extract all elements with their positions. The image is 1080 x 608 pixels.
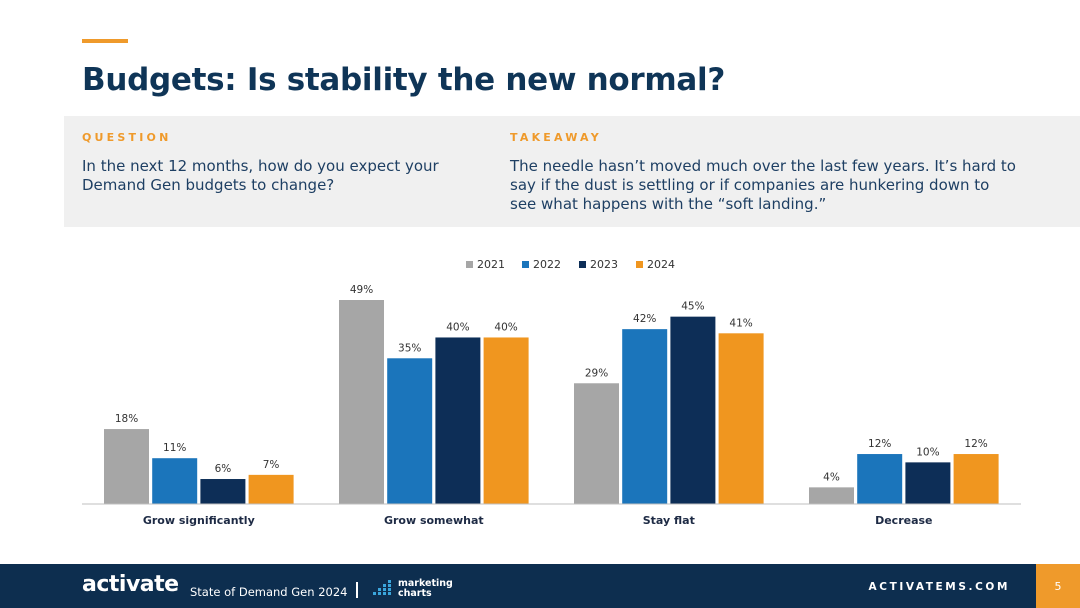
data-label-2023-0: 6% [215,463,232,475]
category-label-2: Stay flat [643,514,695,527]
data-label-2024-3: 12% [964,438,987,450]
legend-label-2023: 2023 [590,258,618,271]
footer-divider [356,582,358,598]
data-label-2023-1: 40% [446,321,469,333]
data-label-2023-3: 10% [916,446,939,458]
takeaway-text: The needle hasn’t moved much over the la… [510,157,1016,213]
page-number: 5 [1054,580,1062,593]
data-label-2024-0: 7% [263,459,280,471]
legend-swatch-2023 [579,261,586,268]
legend-item-2021: 2021 [466,258,505,271]
footer-bar: activate State of Demand Gen 2024 market… [0,564,1080,608]
takeaway-label: TAKEAWAY [510,131,602,144]
info-panel: QUESTION In the next 12 months, how do y… [64,116,1080,227]
bar-chart: 18% 11% 6% 7% Grow significantly 49% 35% 40% 40%… [82,284,1021,527]
bar-2022-2 [622,329,668,504]
category-label-0: Grow significantly [143,514,255,527]
bar-2021-3 [809,487,854,504]
bar-2022-3 [857,454,903,504]
marketing-charts-icon [373,580,391,595]
data-label-2022-0: 11% [163,442,186,454]
data-label-2021-3: 4% [823,471,840,483]
website-url: ACTIVATEMS.COM [868,581,1010,593]
bar-2021-1 [339,300,384,504]
bar-2024-1 [483,337,529,504]
data-label-2022-2: 42% [633,313,656,325]
legend-swatch-2022 [522,261,529,268]
legend-item-2023: 2023 [579,258,618,271]
legend-item-2022: 2022 [522,258,561,271]
bar-2024-2 [718,333,764,504]
question-text: In the next 12 months, how do you expect… [82,157,439,194]
slide-title: Budgets: Is stability the new normal? [82,62,726,98]
bar-2023-3 [905,462,951,504]
category-label-1: Grow somewhat [384,514,484,527]
data-label-2023-2: 45% [681,301,704,313]
legend-swatch-2024 [636,261,643,268]
bar-2021-2 [574,383,619,504]
marketing-charts-logo: marketing charts [398,579,453,599]
data-label-2021-0: 18% [115,413,138,425]
data-label-2021-1: 49% [350,284,373,296]
bar-2022-0 [152,458,198,504]
bar-2023-2 [670,316,716,504]
legend-item-2024: 2024 [636,258,675,271]
bar-2021-0 [104,429,149,504]
data-label-2022-3: 12% [868,438,891,450]
bar-2022-1 [387,358,433,504]
bar-2023-1 [435,337,481,504]
category-label-3: Decrease [875,514,932,527]
report-name: State of Demand Gen 2024 [190,585,348,599]
title-accent-bar [82,39,128,43]
page-number-box: 5 [1036,564,1080,608]
legend-label-2024: 2024 [647,258,675,271]
marketing-charts-line2: charts [398,588,432,599]
marketing-charts-line1: marketing [398,578,453,589]
chart-legend: 2021 2022 2023 2024 [0,258,1080,272]
question-label: QUESTION [82,131,172,144]
bar-2024-0 [248,474,294,504]
legend-label-2022: 2022 [533,258,561,271]
data-label-2022-1: 35% [398,342,421,354]
data-label-2024-2: 41% [729,317,752,329]
data-label-2024-1: 40% [494,321,517,333]
activate-logo: activate [82,572,179,597]
legend-swatch-2021 [466,261,473,268]
bar-2024-3 [953,454,999,504]
legend-label-2021: 2021 [477,258,505,271]
data-label-2021-2: 29% [585,367,608,379]
bar-2023-0 [200,479,246,504]
